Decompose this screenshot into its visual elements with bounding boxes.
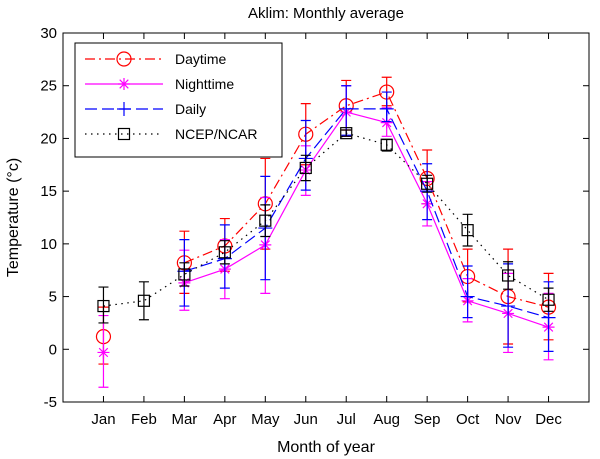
data-point-ncep-ncar [421, 177, 434, 190]
x-tick-label: Jan [91, 411, 115, 428]
data-point-ncep-ncar [137, 294, 151, 307]
series-line-ncep-ncar [103, 132, 549, 307]
error-bar-ncep-ncar [138, 281, 149, 321]
legend-marker-daily [117, 102, 131, 116]
legend-item-daytime: Daytime [85, 51, 227, 67]
axes-frame [62, 32, 590, 403]
error-bar-ncep-ncar [543, 287, 554, 312]
legend-marker-ncep-ncar [117, 127, 131, 141]
error-bar-ncep-ncar [260, 204, 271, 238]
series-line-nighttime [184, 111, 549, 328]
x-tick-label: Nov [495, 411, 522, 428]
series-line-daily [184, 108, 549, 319]
error-bar-ncep-ncar [300, 154, 311, 182]
data-point-ncep-ncar [259, 214, 272, 227]
x-tick-label: May [251, 411, 280, 428]
data-point-ncep-ncar [340, 127, 353, 140]
legend-item-ncep-ncar: NCEP/NCAR [85, 126, 257, 142]
data-point-ncep-ncar [218, 246, 231, 259]
x-tick-label: Oct [456, 411, 480, 428]
legend-label-nighttime: Nighttime [175, 76, 234, 92]
legend-item-daily: Daily [85, 101, 206, 117]
legend-label-ncep-ncar: NCEP/NCAR [175, 126, 257, 142]
y-tick-label: -5 [44, 394, 57, 411]
x-tick-label: Mar [171, 411, 197, 428]
data-point-nighttime [97, 346, 110, 359]
data-point-ncep-ncar [380, 138, 393, 151]
legend-label-daytime: Daytime [175, 51, 227, 67]
x-axis-label: Month of year [277, 439, 376, 456]
x-tick-label: Jul [337, 411, 356, 428]
error-bar-ncep-ncar [381, 138, 392, 152]
legend-marker-daytime [116, 51, 132, 67]
error-bar-ncep-ncar [98, 286, 109, 324]
series-ncep-ncar [97, 127, 555, 324]
plot-area: -5 0 5 10 15 20 25 30 Jan Feb Mar Apr May Jun Jul Aug Se… [40, 25, 590, 428]
legend-item-nighttime: Nighttime [85, 76, 234, 92]
y-tick-label: 25 [40, 78, 57, 95]
data-point-ncep-ncar [501, 269, 515, 282]
error-bar-ncep-ncar [503, 261, 514, 290]
x-tick-label: Jun [294, 411, 318, 428]
x-tick-label: Apr [213, 411, 236, 428]
data-point-daily [541, 310, 556, 325]
chart-title: Aklim: Monthly average [248, 5, 404, 22]
data-point-ncep-ncar [299, 161, 312, 175]
data-point-ncep-ncar [461, 224, 474, 237]
data-point-daily [339, 101, 354, 116]
y-axis-label: Temperature (°c) [5, 158, 22, 277]
error-bar-ncep-ncar [462, 213, 473, 247]
y-tick-label: 20 [40, 130, 57, 147]
error-bar-ncep-ncar [219, 240, 230, 265]
x-tick-label: Aug [373, 411, 400, 428]
y-tick-label: 15 [40, 183, 57, 200]
legend: Daytime Nighttime Daily NCEP/NCAR [74, 42, 283, 158]
error-bar-ncep-ncar [179, 262, 190, 287]
data-point-daily [379, 101, 394, 116]
data-point-daily [460, 289, 475, 304]
error-bar-ncep-ncar [341, 129, 352, 137]
legend-marker-nighttime [118, 78, 130, 90]
legend-label-daily: Daily [175, 101, 206, 117]
data-point-ncep-ncar [97, 299, 110, 313]
y-tick-label: 10 [40, 236, 57, 253]
x-tick-label: Sep [414, 411, 441, 428]
x-tick-label: Dec [535, 411, 562, 428]
data-point-daily [501, 299, 516, 314]
y-tick-label: 0 [49, 341, 57, 358]
x-tick-label: Feb [131, 411, 157, 428]
data-point-nighttime [380, 116, 393, 129]
y-tick-label: 30 [40, 25, 57, 42]
legend-box [74, 42, 283, 158]
data-point-ncep-ncar [178, 268, 191, 281]
y-tick-label: 5 [49, 289, 57, 306]
data-point-ncep-ncar [542, 293, 555, 306]
